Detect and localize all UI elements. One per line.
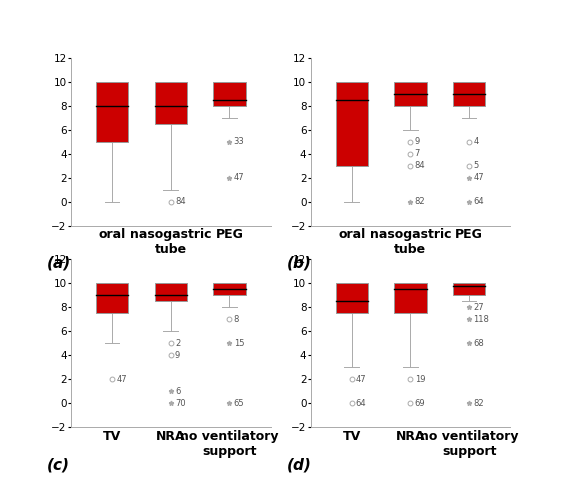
Text: 64: 64 (356, 399, 366, 408)
Bar (336, 82, 368, 166)
Text: 65: 65 (234, 399, 244, 408)
Text: (d): (d) (286, 457, 311, 472)
Text: 15: 15 (234, 339, 244, 348)
Text: 19: 19 (414, 375, 425, 384)
Text: (b): (b) (286, 256, 311, 271)
Bar (453, 82, 485, 106)
Text: 82: 82 (414, 197, 425, 206)
Text: 2: 2 (175, 339, 180, 348)
Text: 4: 4 (473, 137, 479, 146)
Text: 33: 33 (234, 137, 244, 146)
Text: 9: 9 (414, 137, 420, 146)
Text: 5: 5 (473, 161, 479, 170)
Text: 47: 47 (116, 375, 127, 384)
Bar (394, 82, 426, 106)
Bar (394, 283, 426, 313)
Text: 47: 47 (473, 173, 484, 182)
Text: (c): (c) (47, 457, 70, 472)
Text: 64: 64 (473, 197, 484, 206)
Bar (453, 283, 485, 295)
Text: 8: 8 (234, 315, 239, 324)
Text: 70: 70 (175, 399, 185, 408)
Text: 82: 82 (473, 399, 484, 408)
Text: 69: 69 (414, 399, 425, 408)
Text: 68: 68 (473, 339, 484, 348)
Text: 27: 27 (473, 303, 484, 312)
Bar (213, 283, 246, 295)
Text: 84: 84 (414, 161, 425, 170)
Bar (155, 82, 187, 124)
Bar (155, 283, 187, 301)
Text: 84: 84 (175, 197, 185, 206)
Bar (96, 283, 128, 313)
Bar (96, 82, 128, 142)
Text: 6: 6 (175, 387, 180, 396)
Bar (213, 82, 246, 106)
Text: 47: 47 (356, 375, 366, 384)
Text: 47: 47 (234, 173, 244, 182)
Text: 7: 7 (414, 149, 420, 158)
Text: 9: 9 (175, 351, 180, 360)
Bar (336, 283, 368, 313)
Text: (a): (a) (47, 256, 71, 271)
Text: 118: 118 (473, 315, 489, 324)
